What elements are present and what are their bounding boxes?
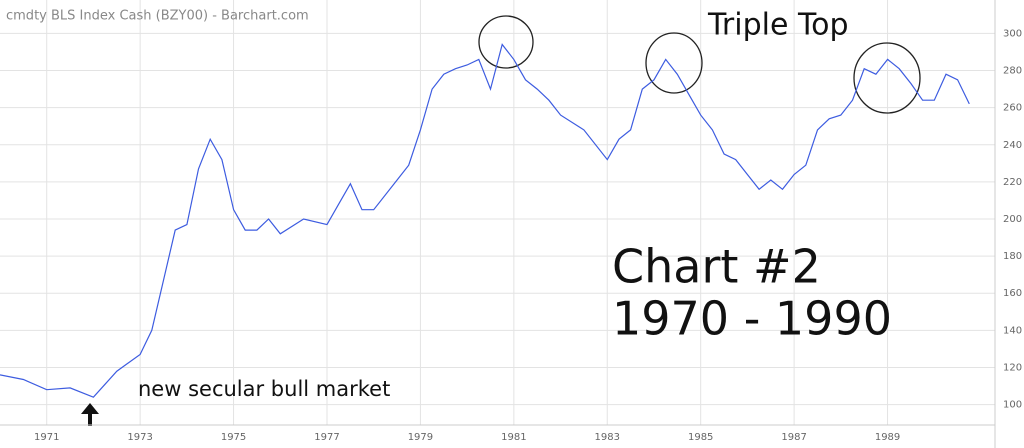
x-tick-label: 1971 bbox=[34, 432, 59, 443]
y-tick-label: 240 bbox=[1003, 140, 1022, 151]
y-tick-label: 200 bbox=[1003, 214, 1022, 225]
y-tick-label: 120 bbox=[1003, 362, 1022, 373]
x-tick-label: 1985 bbox=[688, 432, 713, 443]
x-tick-label: 1989 bbox=[875, 432, 900, 443]
y-tick-label: 300 bbox=[1003, 28, 1022, 39]
annotation: new secular bull market bbox=[138, 377, 390, 401]
annotation: 1970 - 1990 bbox=[612, 292, 892, 346]
x-tick-label: 1975 bbox=[221, 432, 246, 443]
y-tick-label: 220 bbox=[1003, 177, 1022, 188]
arrow bbox=[81, 403, 99, 426]
y-tick-label: 180 bbox=[1003, 251, 1022, 262]
x-tick-label: 1983 bbox=[595, 432, 620, 443]
y-tick-label: 160 bbox=[1003, 288, 1022, 299]
y-tick-label: 140 bbox=[1003, 325, 1022, 336]
chart-title: cmdty BLS Index Cash (BZY00) - Barchart.… bbox=[6, 9, 309, 24]
y-tick-label: 100 bbox=[1003, 400, 1022, 411]
annotation: Triple Top bbox=[707, 8, 849, 43]
x-tick-label: 1973 bbox=[127, 432, 152, 443]
y-tick-label: 260 bbox=[1003, 103, 1022, 114]
annotation: Chart #2 bbox=[612, 240, 821, 294]
highlight-circles bbox=[478, 15, 921, 114]
x-tick-label: 1977 bbox=[314, 432, 339, 443]
price-line bbox=[0, 43, 970, 398]
x-tick-label: 1979 bbox=[408, 432, 433, 443]
x-tick-label: 1981 bbox=[501, 432, 526, 443]
x-tick-label: 1987 bbox=[781, 432, 806, 443]
y-tick-label: 280 bbox=[1003, 66, 1022, 77]
